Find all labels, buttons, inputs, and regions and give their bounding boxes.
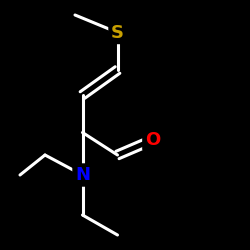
Text: N: N xyxy=(75,166,90,184)
Text: O: O xyxy=(145,131,160,149)
Text: S: S xyxy=(111,24,124,42)
